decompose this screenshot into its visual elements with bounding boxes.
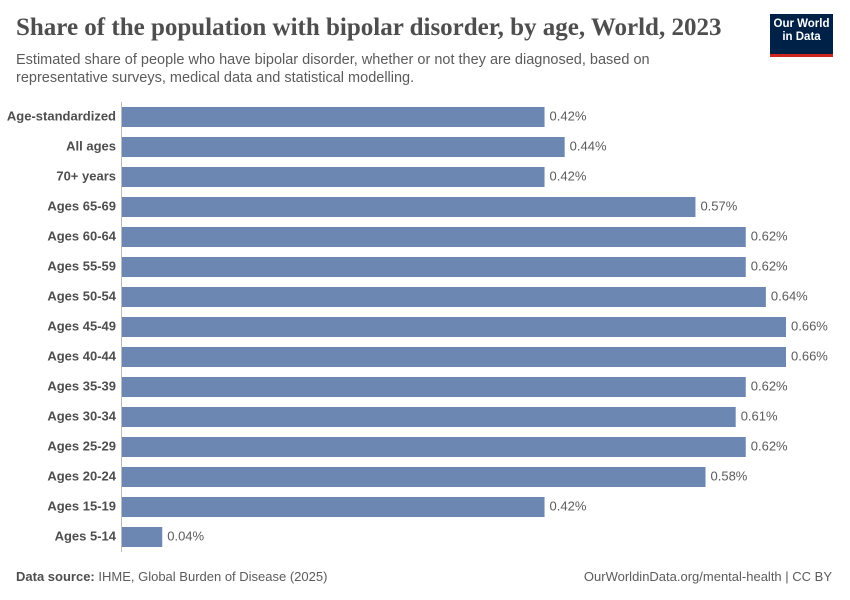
value-label: 0.61%	[741, 408, 778, 423]
source: Data source: IHME, Global Burden of Dise…	[16, 569, 327, 584]
value-label: 0.66%	[791, 318, 828, 333]
value-label: 0.62%	[751, 438, 788, 453]
y-tick-label: All ages	[66, 138, 116, 153]
bar	[122, 167, 545, 187]
chart-subtitle: Estimated share of people who have bipol…	[16, 52, 650, 86]
y-tick-label: Ages 20-24	[47, 468, 116, 483]
bar	[122, 257, 746, 277]
value-label: 0.57%	[700, 198, 737, 213]
bar	[122, 437, 746, 457]
y-tick-label: Ages 45-49	[47, 318, 116, 333]
source-label: Data source:	[16, 569, 95, 584]
value-label: 0.42%	[550, 168, 587, 183]
source-text: IHME, Global Burden of Disease (2025)	[98, 569, 328, 584]
footer-link[interactable]: OurWorldinData.org/mental-health | CC BY	[583, 569, 832, 584]
chart-title: Share of the population with bipolar dis…	[16, 14, 722, 41]
y-tick-label: Ages 40-44	[47, 348, 116, 363]
value-label: 0.64%	[771, 288, 808, 303]
y-tick-label: Ages 65-69	[47, 198, 116, 213]
y-tick-label: Ages 5-14	[55, 528, 117, 543]
bar	[122, 137, 565, 157]
bar	[122, 347, 786, 367]
value-label: 0.62%	[751, 258, 788, 273]
y-tick-label: Ages 55-59	[47, 258, 116, 273]
bar	[122, 467, 706, 487]
y-tick-label: Ages 25-29	[47, 438, 116, 453]
bar	[122, 497, 545, 517]
logo-text[interactable]: Our World in Data	[773, 18, 830, 43]
bar	[122, 527, 163, 547]
bar	[122, 317, 786, 337]
value-label: 0.62%	[751, 228, 788, 243]
value-label: 0.66%	[791, 348, 828, 363]
value-label: 0.42%	[550, 108, 587, 123]
value-label: 0.04%	[167, 528, 204, 543]
chart: Age-standardized 0.42% All ages 0.44% 70+ ye…	[7, 102, 828, 552]
y-tick-label: Age-standardized	[7, 108, 116, 123]
bar	[122, 377, 746, 397]
bar	[122, 407, 736, 427]
y-tick-label: 70+ years	[56, 168, 116, 183]
value-label: 0.58%	[711, 468, 748, 483]
y-tick-label: Ages 15-19	[47, 498, 116, 513]
y-tick-label: Ages 50-54	[47, 288, 116, 303]
bar	[122, 227, 746, 247]
y-tick-label: Ages 60-64	[47, 228, 116, 243]
bar	[122, 287, 766, 307]
value-label: 0.44%	[570, 138, 607, 153]
bar	[122, 197, 696, 217]
y-tick-label: Ages 30-34	[47, 408, 116, 423]
value-label: 0.62%	[751, 378, 788, 393]
y-tick-label: Ages 35-39	[47, 378, 116, 393]
bar	[122, 107, 545, 127]
logo[interactable]: Our World in Data	[770, 14, 833, 57]
value-label: 0.42%	[550, 498, 587, 513]
